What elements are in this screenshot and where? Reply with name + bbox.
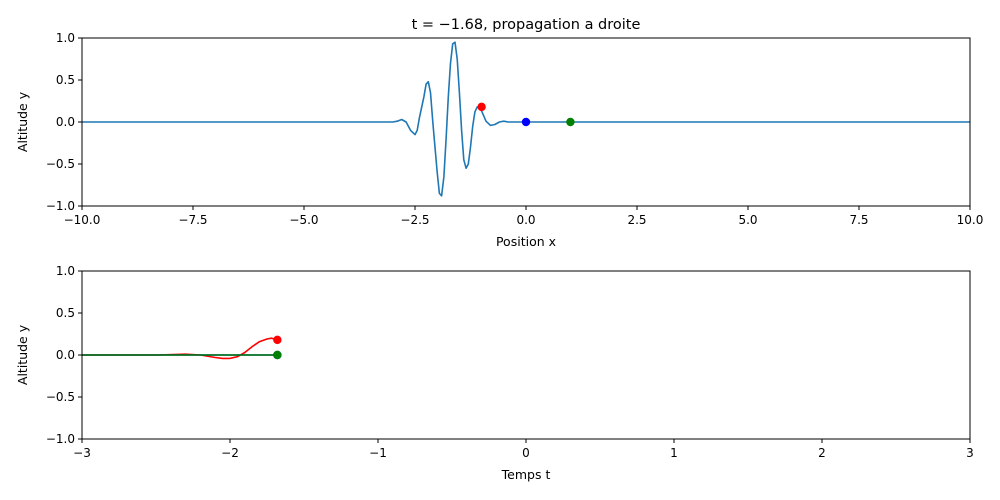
top-ytick-label: 0.0 [56, 115, 75, 129]
top-xtick-label: −5.0 [289, 213, 318, 227]
top-plot-area: −10.0 −7.5 −5.0 −2.5 0.0 2.5 5.0 7.5 10.0 1.0 0.5 0… [46, 31, 984, 227]
bottom-xtick-label: 1 [670, 446, 678, 460]
bottom-ytick-label: −1.0 [46, 432, 75, 446]
bottom-xtick-label: 0 [522, 446, 530, 460]
bottom-xtick-label: 2 [818, 446, 826, 460]
top-xtick-label: 7.5 [849, 213, 868, 227]
bottom-ytick-label: −0.5 [46, 390, 75, 404]
bottom-ytick-label: 1.0 [56, 264, 75, 278]
top-ytick-label: −1.0 [46, 199, 75, 213]
top-xtick-label: −2.5 [400, 213, 429, 227]
bottom-marker-0 [273, 335, 282, 345]
top-ytick-label: 0.5 [56, 73, 75, 87]
top-plot-frame [81, 37, 971, 207]
bottom-plot: −3 −2 −1 0 1 2 3 1.0 0.5 0.0 −0.5 −1.0 Temps t Alti… [15, 264, 974, 482]
bottom-xtick-label: −3 [73, 446, 91, 460]
top-plot: t = −1.68, propagation a droite −10.0 −7.… [15, 17, 983, 249]
bottom-xtick-label: 3 [966, 446, 974, 460]
top-xtick-label: −7.5 [178, 213, 207, 227]
top-plot-title: t = −1.68, propagation a droite [412, 17, 641, 33]
top-series-line-0 [82, 41, 970, 197]
top-xtick-label: −10.0 [64, 213, 101, 227]
top-xtick-label: 5.0 [738, 213, 757, 227]
bottom-plot-ylabel: Altitude y [15, 324, 30, 385]
bottom-xtick-label: −1 [369, 446, 387, 460]
top-ytick-label: −0.5 [46, 157, 75, 171]
bottom-xtick-label: −2 [221, 446, 239, 460]
top-xtick-label: 10.0 [957, 213, 984, 227]
top-plot-xlabel: Position x [496, 234, 556, 249]
bottom-ytick-label: 0.5 [56, 306, 75, 320]
bottom-plot-area: −3 −2 −1 0 1 2 3 1.0 0.5 0.0 −0.5 −1.0 [46, 264, 974, 460]
top-xtick-label: 0.0 [516, 213, 535, 227]
bottom-plot-xlabel: Temps t [501, 467, 551, 482]
top-marker-2 [566, 117, 575, 127]
top-xtick-label: 2.5 [627, 213, 646, 227]
top-plot-ylabel: Altitude y [15, 91, 30, 152]
top-marker-1 [521, 117, 531, 127]
bottom-marker-2 [273, 350, 282, 360]
top-ytick-label: 1.0 [56, 31, 75, 45]
bottom-ytick-label: 0.0 [56, 348, 75, 362]
bottom-plot-frame [81, 270, 971, 440]
top-marker-0 [477, 102, 486, 112]
